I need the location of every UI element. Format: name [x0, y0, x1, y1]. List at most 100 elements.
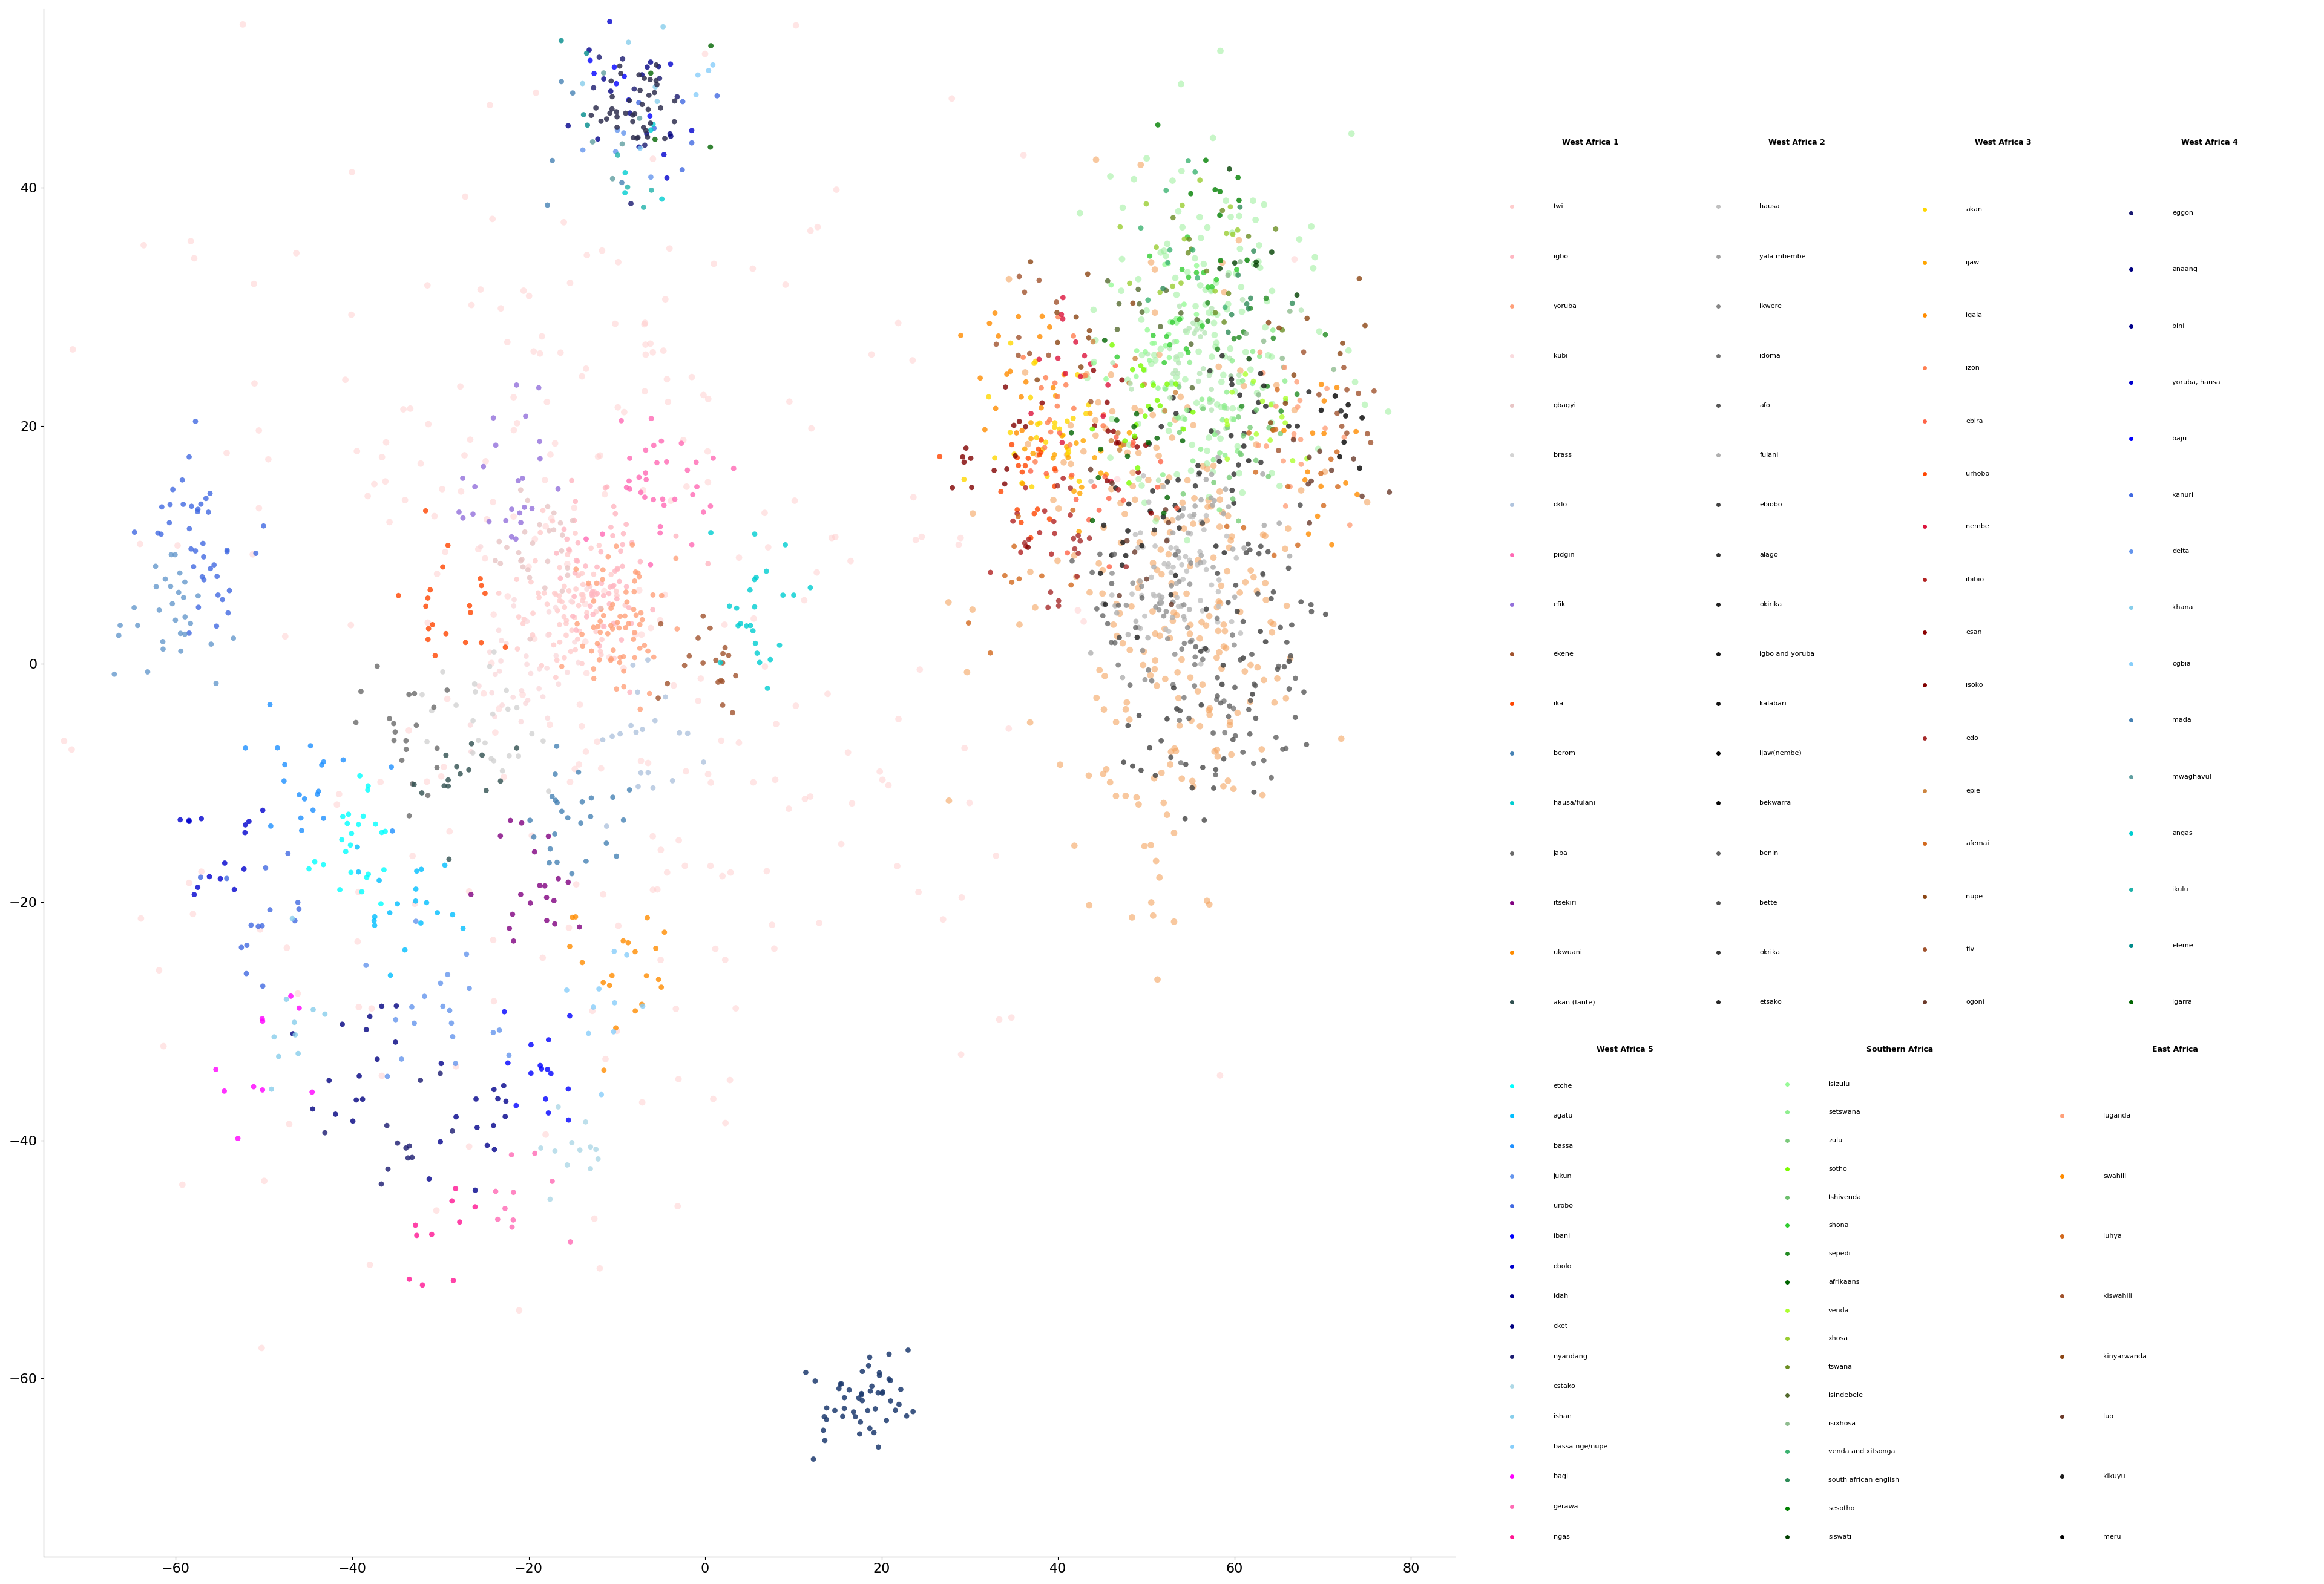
Point: [1088, 592, 1125, 618]
Point: [990, 266, 1027, 291]
Point: [409, 586, 446, 611]
Point: [548, 526, 586, 551]
Point: [418, 561, 456, 586]
Point: [593, 575, 630, 600]
Point: [621, 697, 658, 722]
Point: [1136, 621, 1174, 646]
Point: [555, 584, 593, 610]
Point: [1220, 700, 1257, 725]
Point: [1002, 565, 1039, 591]
Point: [611, 100, 648, 125]
Point: [1097, 630, 1134, 656]
Point: [776, 694, 813, 719]
Point: [530, 851, 567, 876]
Point: [535, 632, 572, 657]
Text: luo: luo: [2103, 1413, 2113, 1419]
Point: [1074, 329, 1111, 355]
Text: nembe: nembe: [1966, 524, 1989, 529]
Point: [579, 581, 616, 607]
Point: [1253, 619, 1290, 645]
Point: [539, 733, 576, 759]
Point: [1253, 586, 1290, 611]
Point: [423, 477, 460, 502]
Point: [218, 1126, 256, 1152]
Point: [1116, 345, 1153, 371]
Point: [1213, 623, 1250, 648]
Point: [607, 604, 644, 629]
Point: [1157, 265, 1195, 290]
Point: [393, 771, 430, 797]
Point: [481, 618, 518, 643]
Point: [1071, 763, 1109, 789]
Point: [1262, 399, 1299, 425]
Point: [951, 610, 988, 635]
Point: [604, 169, 641, 195]
Point: [153, 591, 191, 616]
Point: [604, 521, 641, 546]
Point: [1220, 228, 1257, 253]
Point: [1146, 504, 1183, 529]
Point: [532, 505, 569, 531]
Point: [574, 74, 611, 100]
Point: [1139, 234, 1176, 260]
Point: [567, 604, 604, 629]
Point: [1118, 364, 1155, 390]
Point: [595, 573, 632, 599]
Point: [1153, 535, 1190, 561]
Point: [1136, 347, 1174, 372]
Point: [602, 54, 639, 79]
Point: [1260, 654, 1297, 680]
Point: [607, 399, 644, 425]
Point: [1023, 440, 1060, 466]
Point: [1111, 491, 1148, 516]
Point: [1185, 808, 1222, 833]
Point: [1276, 398, 1313, 423]
Point: [493, 524, 530, 550]
Point: [669, 458, 706, 483]
Point: [1155, 589, 1192, 615]
Point: [1053, 413, 1090, 439]
Point: [862, 759, 899, 784]
Point: [1160, 505, 1197, 531]
Point: [555, 561, 593, 586]
Point: [1222, 648, 1260, 673]
Point: [53, 337, 91, 363]
Point: [1109, 367, 1146, 393]
Point: [776, 488, 813, 513]
Point: [867, 1408, 904, 1434]
Point: [702, 729, 739, 754]
Point: [488, 329, 525, 355]
Point: [627, 437, 665, 463]
Point: [809, 1396, 846, 1421]
Point: [630, 97, 667, 122]
Point: [1020, 410, 1057, 436]
Point: [600, 117, 637, 143]
Point: [1120, 440, 1157, 466]
Point: [174, 901, 211, 927]
Point: [165, 584, 202, 610]
Point: [451, 1134, 488, 1159]
Point: [1253, 610, 1290, 635]
Point: [569, 572, 607, 597]
Point: [483, 692, 521, 718]
Point: [621, 78, 658, 103]
Point: [1081, 464, 1118, 489]
Text: zulu: zulu: [1829, 1137, 1843, 1144]
Point: [632, 615, 669, 640]
Point: [1118, 337, 1155, 363]
Point: [644, 429, 681, 455]
Point: [372, 706, 409, 732]
Point: [1218, 257, 1255, 282]
Point: [865, 1380, 902, 1405]
Point: [539, 648, 576, 673]
Point: [1262, 615, 1299, 640]
Point: [367, 429, 404, 455]
Text: estako: estako: [1552, 1383, 1576, 1389]
Point: [270, 841, 307, 866]
Point: [825, 1384, 862, 1410]
Text: kubi: kubi: [1552, 353, 1566, 358]
Point: [144, 494, 181, 520]
Point: [1239, 421, 1276, 447]
Point: [1322, 398, 1360, 423]
Point: [737, 521, 774, 546]
